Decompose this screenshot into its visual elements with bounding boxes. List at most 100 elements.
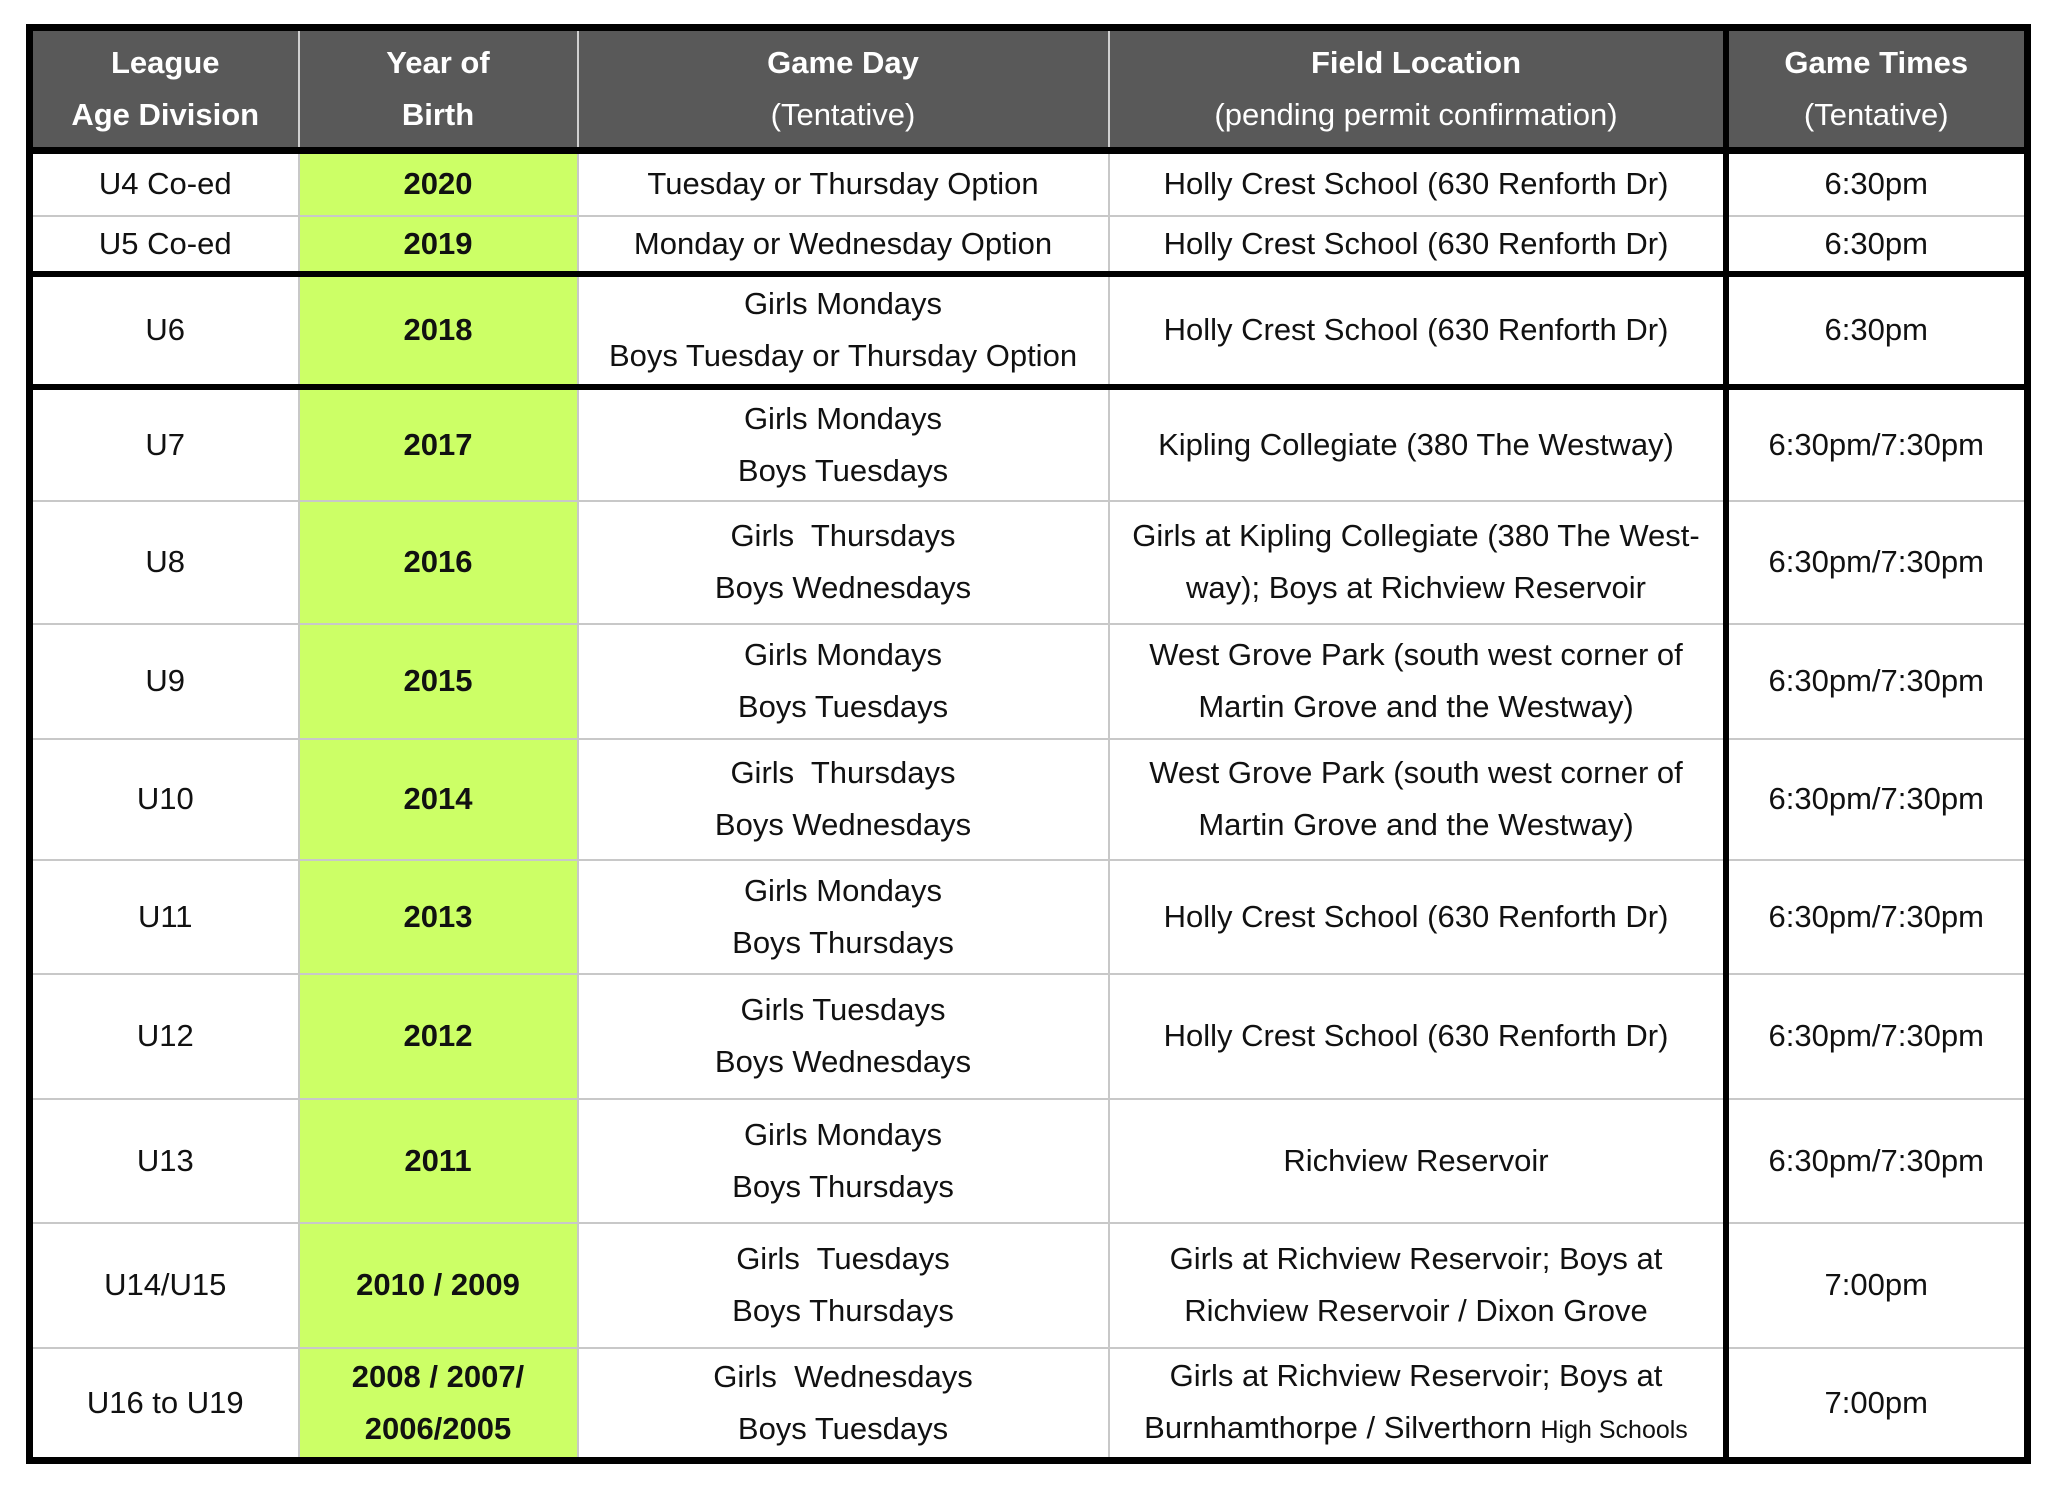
division-cell: U9: [28, 622, 300, 740]
game-day-line: Boys Tuesdays: [737, 1410, 949, 1446]
division-cell: U8: [28, 499, 300, 625]
division: U12: [136, 1018, 194, 1053]
location-line: Holly Crest School (630 Renforth Dr): [1163, 225, 1669, 261]
division: U8: [145, 544, 186, 579]
game-day-line: Boys Thursdays: [732, 1168, 954, 1204]
table-row: U9 2015 Girls Mondays Boys Tuesdays West Gro…: [28, 622, 2029, 740]
header-game-times: Game Times (Tentative): [1722, 26, 2029, 152]
location-line: West Grove Park (south west corner of: [1149, 755, 1683, 790]
year-cell: 2008 / 2007/ 2006/2005: [297, 1346, 579, 1462]
table-row: U11 2013 Girls Mondays Boys Thursdays Holly …: [28, 858, 2029, 975]
game-day-line: Girls Tuesdays: [740, 992, 946, 1027]
game-time: 6:30pm/7:30pm: [1768, 898, 1984, 934]
game-day-cell: Girls Mondays Boys Thursdays: [576, 858, 1110, 975]
game-day-cell: Girls Thursdays Boys Wednesdays: [576, 499, 1110, 625]
division-cell: U12: [28, 972, 300, 1100]
year-cell: 2015: [297, 622, 579, 740]
field-location-cell: West Grove Park (south west corner of Mar…: [1107, 737, 1727, 861]
game-times-cell: 7:00pm: [1722, 1346, 2029, 1462]
table-row: U14/U15 2010 / 2009 Girls Tuesdays Boys Thu…: [28, 1221, 2029, 1349]
game-day-cell: Girls Wednesdays Boys Tuesdays: [576, 1346, 1110, 1462]
location-line: Holly Crest School (630 Renforth Dr): [1163, 898, 1669, 934]
game-day-line: Boys Tuesday or Thursday Option: [608, 338, 1078, 373]
division: U7: [145, 426, 186, 462]
table-row: U5 Co-ed 2019 Monday or Wednesday Option Ho…: [28, 214, 2029, 275]
year-cell: 2011: [297, 1097, 579, 1224]
division-cell: U16 to U19: [28, 1346, 300, 1462]
game-day-line: Girls Mondays: [743, 286, 943, 321]
game-times-cell: 6:30pm/7:30pm: [1722, 499, 2029, 625]
field-location-cell: Richview Reservoir: [1107, 1097, 1727, 1224]
game-day-line: Girls Tuesdays: [736, 1241, 950, 1276]
year-cell: 2013: [297, 858, 579, 975]
location-line: Holly Crest School (630 Renforth Dr): [1163, 312, 1669, 347]
location-line: Holly Crest School (630 Renforth Dr): [1163, 166, 1669, 202]
game-day-line: Girls Mondays: [743, 400, 943, 436]
location-line: Martin Grove and the Westway): [1198, 807, 1634, 842]
year-cell: 2010 / 2009: [297, 1221, 579, 1349]
location-line: Girls at Richview Reservoir; Boys at: [1169, 1241, 1663, 1276]
location-line: Girls at Kipling Collegiate (380 The Wes…: [1132, 518, 1700, 553]
game-time: 6:30pm: [1824, 312, 1928, 347]
table-row: U8 2016 Girls Thursdays Boys Wednesdays Girl…: [28, 499, 2029, 625]
game-time: 7:00pm: [1824, 1267, 1928, 1302]
field-location-cell: Girls at Richview Reservoir; Boys at Rich…: [1107, 1221, 1727, 1349]
game-time: 6:30pm/7:30pm: [1768, 426, 1984, 462]
game-day-line: Girls Mondays: [743, 1116, 943, 1152]
game-times-cell: 6:30pm: [1722, 272, 2029, 388]
year-cell: 2017: [297, 385, 579, 502]
year-cell: 2014: [297, 737, 579, 861]
division: U5 Co-ed: [98, 225, 232, 261]
year-cell: 2018: [297, 272, 579, 388]
game-times-cell: 6:30pm/7:30pm: [1722, 858, 2029, 975]
header-year: Year of Birth: [297, 26, 579, 152]
game-day-cell: Girls Thursdays Boys Wednesdays: [576, 737, 1110, 861]
table-row: U4 Co-ed 2020 Tuesday or Thursday Option Ho…: [28, 149, 2029, 217]
game-times-cell: 6:30pm/7:30pm: [1722, 1097, 2029, 1224]
game-time: 6:30pm/7:30pm: [1768, 544, 1984, 579]
location-line: Burnhamthorpe / Silverthorn High Schools: [1144, 1409, 1688, 1445]
game-time: 6:30pm/7:30pm: [1768, 1018, 1984, 1053]
division-cell: U4 Co-ed: [28, 149, 300, 217]
game-day-line: Girls Thursdays: [730, 755, 956, 790]
game-day-line: Girls Wednesdays: [713, 1358, 973, 1394]
game-day-cell: Girls Tuesdays Boys Thursdays: [576, 1221, 1110, 1349]
game-day-cell: Girls Mondays Boys Tuesday or Thursday Op…: [576, 272, 1110, 388]
game-day-cell: Tuesday or Thursday Option: [576, 149, 1110, 217]
game-time: 6:30pm: [1824, 225, 1928, 261]
division-cell: U6: [28, 272, 300, 388]
division-cell: U11: [28, 858, 300, 975]
game-time: 6:30pm: [1824, 166, 1928, 202]
field-location-cell: Holly Crest School (630 Renforth Dr): [1107, 858, 1727, 975]
game-day-line: Boys Thursdays: [732, 924, 954, 960]
game-day-line: Girls Mondays: [743, 872, 943, 908]
game-day-line: Tuesday or Thursday Option: [647, 166, 1039, 202]
table-row: U10 2014 Girls Thursdays Boys Wednesdays Wes…: [28, 737, 2029, 861]
game-time: 7:00pm: [1824, 1384, 1928, 1420]
game-day-line: Boys Thursdays: [732, 1293, 954, 1328]
division: U9: [145, 663, 186, 698]
division-cell: U13: [28, 1097, 300, 1224]
table-row: U6 2018 Girls Mondays Boys Tuesday or Thurs…: [28, 272, 2029, 388]
game-time: 6:30pm/7:30pm: [1768, 781, 1984, 816]
game-day-line: Boys Tuesdays: [737, 452, 949, 488]
location-line: Kipling Collegiate (380 The Westway): [1158, 426, 1674, 462]
schedule-body: U4 Co-ed 2020 Tuesday or Thursday Option Ho…: [28, 149, 2029, 1462]
game-times-cell: 6:30pm: [1722, 214, 2029, 275]
location-line: Richview Reservoir: [1283, 1142, 1549, 1178]
field-location-cell: Girls at Richview Reservoir; Boys at Burn…: [1107, 1346, 1727, 1462]
division: U4 Co-ed: [98, 166, 232, 202]
division-cell: U14/U15: [28, 1221, 300, 1349]
field-location-cell: Holly Crest School (630 Renforth Dr): [1107, 272, 1727, 388]
game-day-line: Boys Wednesdays: [714, 570, 972, 605]
game-day-line: Boys Wednesdays: [714, 1044, 972, 1079]
division-cell: U7: [28, 385, 300, 502]
game-day-line: Girls Mondays: [743, 637, 943, 672]
game-times-cell: 6:30pm/7:30pm: [1722, 972, 2029, 1100]
division: U13: [136, 1142, 194, 1178]
location-line: Martin Grove and the Westway): [1198, 689, 1634, 724]
division: U16 to U19: [86, 1384, 244, 1420]
division-cell: U10: [28, 737, 300, 861]
game-day-cell: Monday or Wednesday Option: [576, 214, 1110, 275]
location-line: Girls at Richview Reservoir; Boys at: [1169, 1357, 1663, 1393]
